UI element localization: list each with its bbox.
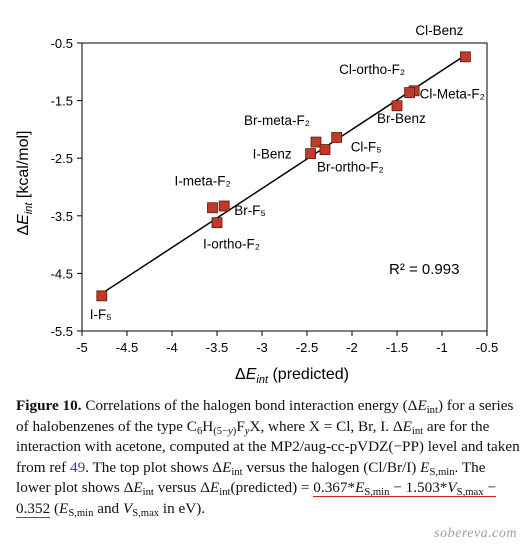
x-tick-label: -2 [346, 340, 358, 355]
point-label: Cl-ortho-F₂ [339, 62, 405, 77]
point-label: Br-Benz [377, 111, 426, 126]
plot-axes: -5 -4.5 -4 -3.5 -3 -2.5 -2 -1.5 -1 -0.5 -0.5 -1.5 -2… [51, 36, 499, 355]
caption-text: Correlations of the halogen bond interac… [16, 397, 520, 519]
x-tick-label: -4.5 [116, 340, 138, 355]
data-point [218, 200, 230, 212]
point-label: Br-F₅ [234, 203, 266, 218]
data-point [305, 148, 317, 159]
x-tick-label: -3 [256, 340, 268, 355]
y-tick-label: -1.5 [51, 94, 73, 109]
data-point [319, 144, 331, 155]
scatter-chart: -5 -4.5 -4 -3.5 -3 -2.5 -2 -1.5 -1 -0.5 -0.5 -1.5 -2… [15, 23, 499, 386]
data-point [391, 100, 403, 112]
point-label: Br-ortho-F₂ [317, 160, 384, 175]
data-point [310, 136, 322, 148]
watermark: sobereva.com [434, 526, 517, 541]
figure-label: Figure 10. [16, 397, 82, 414]
x-tick-label: -0.5 [476, 340, 498, 355]
x-tick-label: -1.5 [386, 340, 408, 355]
data-point [331, 132, 343, 143]
x-tick-label: -1 [436, 340, 448, 355]
y-tick-label: -4.5 [51, 266, 73, 281]
point-label: Br-meta-F₂ [244, 113, 310, 128]
data-points [96, 51, 471, 302]
point-label: I-ortho-F₂ [203, 237, 260, 252]
x-tick-label: -5 [76, 340, 88, 355]
y-tick-label: -0.5 [51, 36, 73, 51]
data-point [96, 290, 108, 302]
y-tick-label: -3.5 [51, 209, 73, 224]
point-label: Cl-F₅ [351, 139, 382, 154]
point-labels: Cl-Benz Cl-ortho-F₂ Cl-Meta-F₂ Br-Benz Cl-F₅… [90, 23, 485, 322]
data-point [207, 202, 218, 214]
figure-caption: Figure 10. Correlations of the halogen b… [16, 396, 521, 519]
y-tick-label: -5.5 [51, 324, 73, 339]
y-axis-label: ΔEint [kcal/mol] [15, 131, 35, 236]
x-tick-label: -2.5 [296, 340, 318, 355]
x-axis-label: ΔEint (predicted) [235, 366, 349, 386]
y-tick-label: -2.5 [51, 151, 73, 166]
point-label: I-Benz [253, 147, 292, 162]
r-squared-annotation: R² = 0.993 [389, 261, 459, 278]
point-label: I-F₅ [90, 307, 112, 322]
point-label: Cl-Meta-F₂ [420, 87, 485, 102]
data-point [459, 51, 471, 63]
point-label: I-meta-F₂ [175, 174, 231, 189]
data-point [211, 217, 223, 229]
point-label: Cl-Benz [415, 23, 463, 38]
plot-frame [81, 42, 488, 332]
x-tick-label: -3.5 [206, 340, 228, 355]
data-point [404, 87, 416, 98]
x-tick-label: -4 [166, 340, 178, 355]
